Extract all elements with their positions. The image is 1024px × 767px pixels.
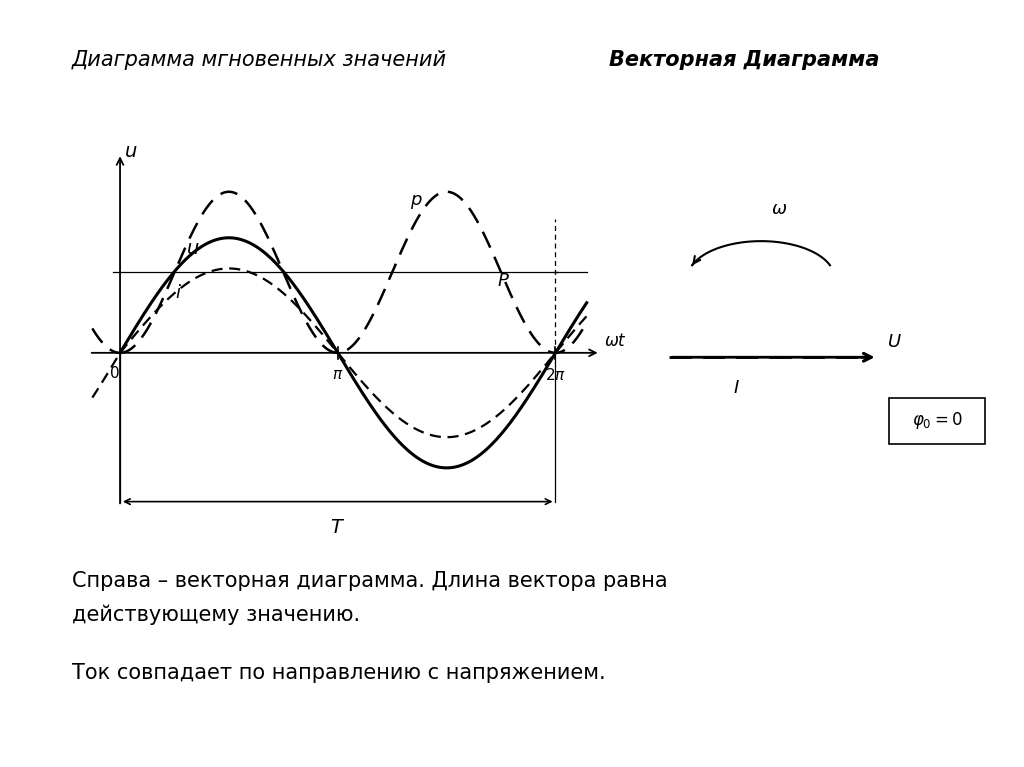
Text: $T$: $T$ — [330, 518, 345, 538]
Text: Векторная Диаграмма: Векторная Диаграмма — [609, 50, 880, 70]
Text: $\omega$: $\omega$ — [771, 200, 787, 219]
Text: $U$: $U$ — [887, 333, 902, 351]
Text: $u$: $u$ — [186, 239, 200, 258]
Text: $i$: $i$ — [175, 285, 182, 302]
Text: $\pi$: $\pi$ — [332, 367, 343, 382]
Text: Диаграмма мгновенных значений: Диаграмма мгновенных значений — [72, 50, 446, 70]
Text: $2\pi$: $2\pi$ — [545, 367, 566, 383]
Text: Ток совпадает по направлению с напряжением.: Ток совпадает по направлению с напряжени… — [72, 663, 605, 683]
FancyBboxPatch shape — [890, 397, 985, 444]
Text: $\varphi_0=0$: $\varphi_0=0$ — [911, 410, 963, 431]
Text: $p$: $p$ — [410, 193, 422, 211]
Text: $P$: $P$ — [497, 272, 510, 290]
Text: $\omega t$: $\omega t$ — [604, 332, 627, 350]
Text: Справа – векторная диаграмма. Длина вектора равна
действующему значению.: Справа – векторная диаграмма. Длина вект… — [72, 571, 668, 625]
Text: $0$: $0$ — [110, 365, 120, 381]
Text: $u$: $u$ — [124, 142, 137, 161]
Text: $I$: $I$ — [733, 379, 740, 397]
